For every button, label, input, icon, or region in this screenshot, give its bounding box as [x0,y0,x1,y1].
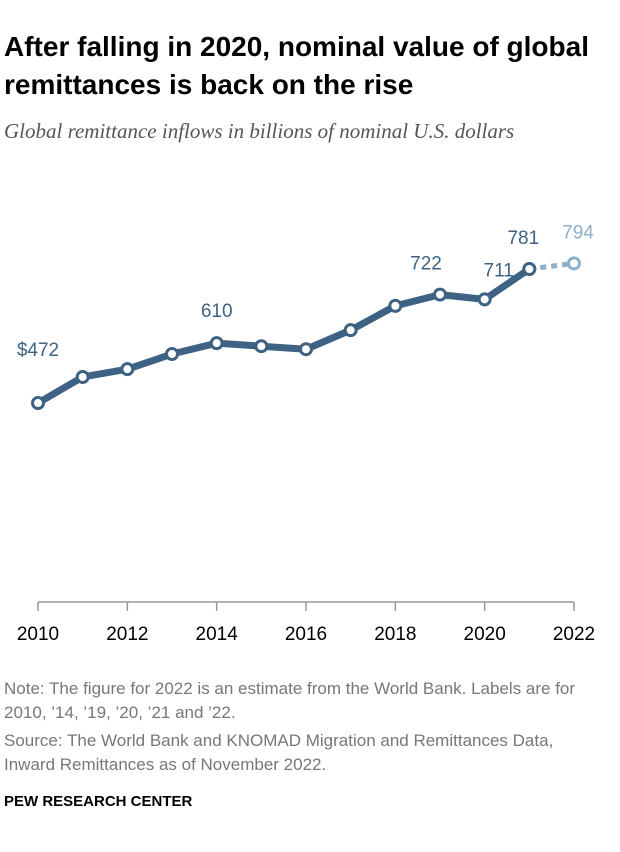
data-label: 711 [484,260,514,281]
x-tick-label: 2022 [553,624,595,645]
chart-subtitle: Global remittance inflows in billions of… [4,119,515,143]
source: Source: The World Bank and KNOMAD Migrat… [4,731,554,774]
x-tick-label: 2010 [17,624,59,645]
point-marker [299,342,313,357]
x-tick-label: 2016 [285,624,327,645]
point-marker [120,362,135,377]
point-marker [522,262,537,277]
point-marker [433,287,447,302]
x-tick-label: 2014 [196,624,239,645]
footer: PEW RESEARCH CENTER [4,793,193,810]
note: Note: The figure for 2022 is an estimate… [4,679,576,722]
point-marker [343,323,358,338]
point-marker [209,336,224,351]
data-label: 610 [201,301,233,322]
point-marker [388,298,403,313]
data-label: 781 [507,228,539,249]
point-marker [567,256,581,271]
chart-title: After falling in 2020, nominal value of … [4,31,589,100]
point-marker [75,369,90,384]
point-marker [254,339,269,354]
data-label: 722 [410,254,442,275]
point-marker [477,292,492,307]
data-label: 794 [562,222,594,243]
x-tick-label: 2018 [374,624,416,645]
series-line [529,260,575,272]
x-tick-label: 2012 [106,624,148,645]
x-tick-label: 2020 [464,624,506,645]
point-marker [165,347,179,362]
series-line [34,265,533,407]
data-label: $472 [17,340,59,361]
point-marker [31,396,45,411]
chart: 2010 2012 2014 2016 2018 2020 2022 794 $472 610 72… [17,222,595,645]
